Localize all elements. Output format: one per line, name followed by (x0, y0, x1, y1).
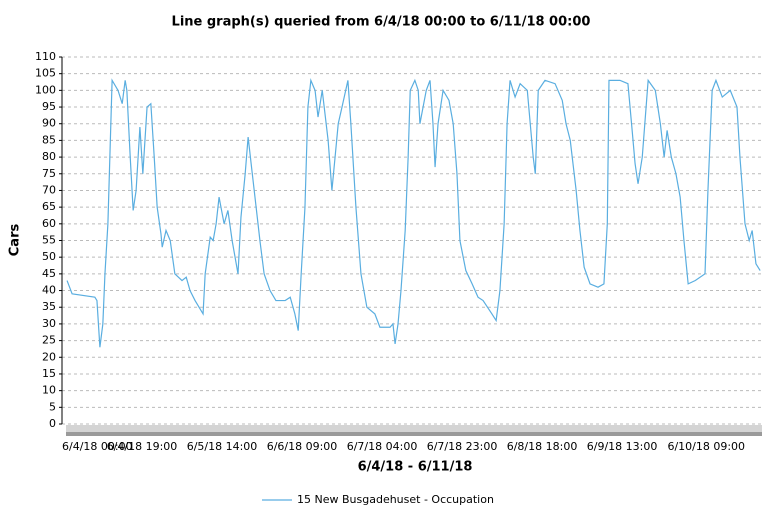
y-tick-label: 45 (42, 267, 56, 280)
chart-title: Line graph(s) queried from 6/4/18 00:00 … (172, 15, 591, 30)
x-tick-label: 6/8/18 18:00 (507, 440, 578, 453)
data-line (66, 77, 761, 348)
y-tick-label: 105 (35, 67, 56, 80)
x-tick-label: 6/10/18 09:00 (667, 440, 745, 453)
y-tick-label: 55 (42, 234, 56, 247)
x-tick-label: 6/9/18 13:00 (587, 440, 658, 453)
y-tick-label: 95 (42, 100, 56, 113)
x-tick-label: 6/4/18 00:00 (62, 440, 133, 453)
y-tick-label: 90 (42, 117, 56, 130)
y-tick-label: 30 (42, 317, 56, 330)
y-tick-label: 5 (49, 400, 56, 413)
x-tick-label: 6/5/18 14:00 (187, 440, 258, 453)
y-tick-label: 25 (42, 334, 56, 347)
y-tick-label: 80 (42, 150, 56, 163)
y-tick-label: 0 (49, 417, 56, 430)
y-tick-label: 20 (42, 350, 56, 363)
y-tick-label: 110 (35, 50, 56, 63)
y-tick-label: 10 (42, 384, 56, 397)
y-axis-title: Cars (8, 224, 23, 257)
y-tick-label: 70 (42, 183, 56, 196)
y-tick-label: 15 (42, 367, 56, 380)
y-tick-label: 35 (42, 300, 56, 313)
scroll-band (66, 425, 762, 436)
x-tick-label: 6/6/18 09:00 (267, 440, 338, 453)
legend-label: 15 New Busgadehuset - Occupation (297, 493, 494, 506)
x-axis-title: 6/4/18 - 6/11/18 (358, 460, 473, 475)
x-tick-label: 6/7/18 23:00 (427, 440, 498, 453)
y-tick-label: 60 (42, 217, 56, 230)
x-tick-label: 6/4/18 19:00 (107, 440, 178, 453)
y-tick-label: 100 (35, 83, 56, 96)
y-tick-label: 40 (42, 284, 56, 297)
scroll-band-edge (66, 432, 762, 436)
y-tick-label: 85 (42, 133, 56, 146)
y-tick-label: 50 (42, 250, 56, 263)
y-tick-label: 75 (42, 167, 56, 180)
y-tick-label: 65 (42, 200, 56, 213)
x-tick-label: 6/7/18 04:00 (347, 440, 418, 453)
